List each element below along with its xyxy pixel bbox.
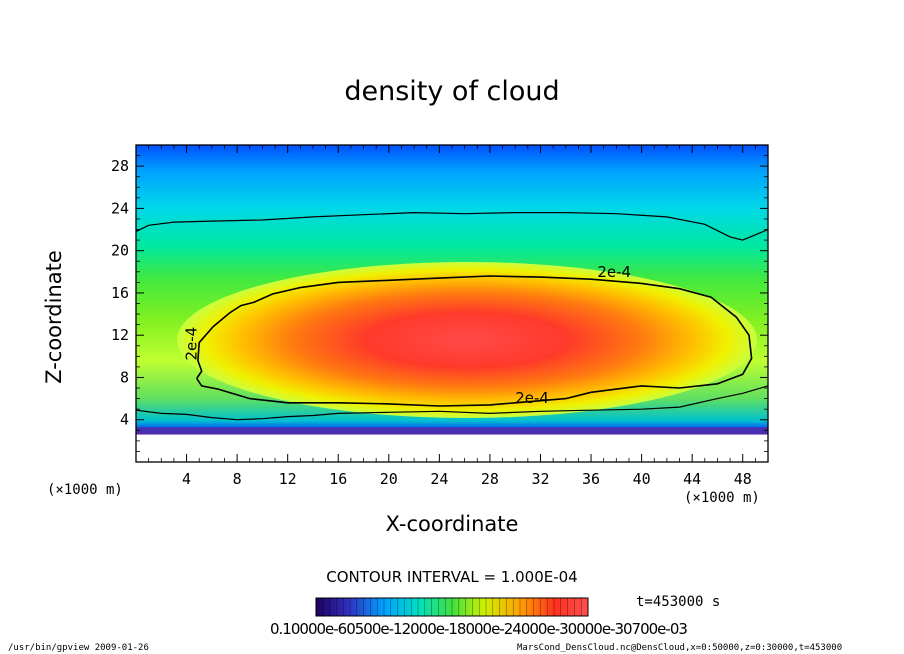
x-tick-label: 24 — [430, 470, 448, 488]
x-axis-label: X-coordinate — [385, 512, 519, 536]
x-tick-label: 12 — [279, 470, 297, 488]
x-tick-label: 40 — [633, 470, 651, 488]
contour-line-lower — [136, 385, 768, 421]
y-axis-label: Z-coordinate — [42, 250, 66, 384]
colorbar-labels: 0.10000e-60500e-12000e-18000e-24000e-300… — [270, 620, 688, 638]
x-tick-label: 48 — [734, 470, 752, 488]
contour-line-2e-4 — [196, 275, 753, 407]
x-tick-label: 8 — [233, 470, 242, 488]
y-tick-label: 4 — [120, 411, 129, 429]
x-tick-label: 44 — [683, 470, 701, 488]
x-tick-label: 36 — [582, 470, 600, 488]
x-tick-label: 16 — [329, 470, 347, 488]
contour-label: 2e-4 — [515, 389, 549, 407]
y-tick-label: 24 — [111, 199, 129, 217]
y-tick-label: 8 — [120, 368, 129, 386]
low-density-band — [136, 427, 768, 435]
x-unit-label: (×1000 m) — [684, 490, 760, 506]
time-label: t=453000 s — [636, 594, 721, 610]
x-tick-label: 20 — [380, 470, 398, 488]
x-tick-label: 32 — [531, 470, 549, 488]
contour-label: 2e-4 — [183, 327, 201, 361]
y-unit-label: (×1000 m) — [47, 482, 123, 498]
y-tick-label: 28 — [111, 157, 129, 175]
y-tick-label: 20 — [111, 242, 129, 260]
ground-area — [136, 434, 768, 462]
y-tick-label: 16 — [111, 284, 129, 302]
contour-line-upper — [136, 211, 768, 241]
x-tick-label: 4 — [182, 470, 191, 488]
footer-left: /usr/bin/gpview 2009-01-26 — [8, 643, 149, 653]
contour-interval: CONTOUR INTERVAL = 1.000E-04 — [326, 568, 578, 586]
x-tick-label: 28 — [481, 470, 499, 488]
y-tick-label: 12 — [111, 326, 129, 344]
footer-right: MarsCond_DensCloud.nc@DensCloud,x=0:5000… — [517, 643, 843, 653]
cloud-density-field — [177, 262, 757, 418]
contour-label: 2e-4 — [597, 263, 631, 281]
chart-title: density of cloud — [344, 76, 560, 107]
